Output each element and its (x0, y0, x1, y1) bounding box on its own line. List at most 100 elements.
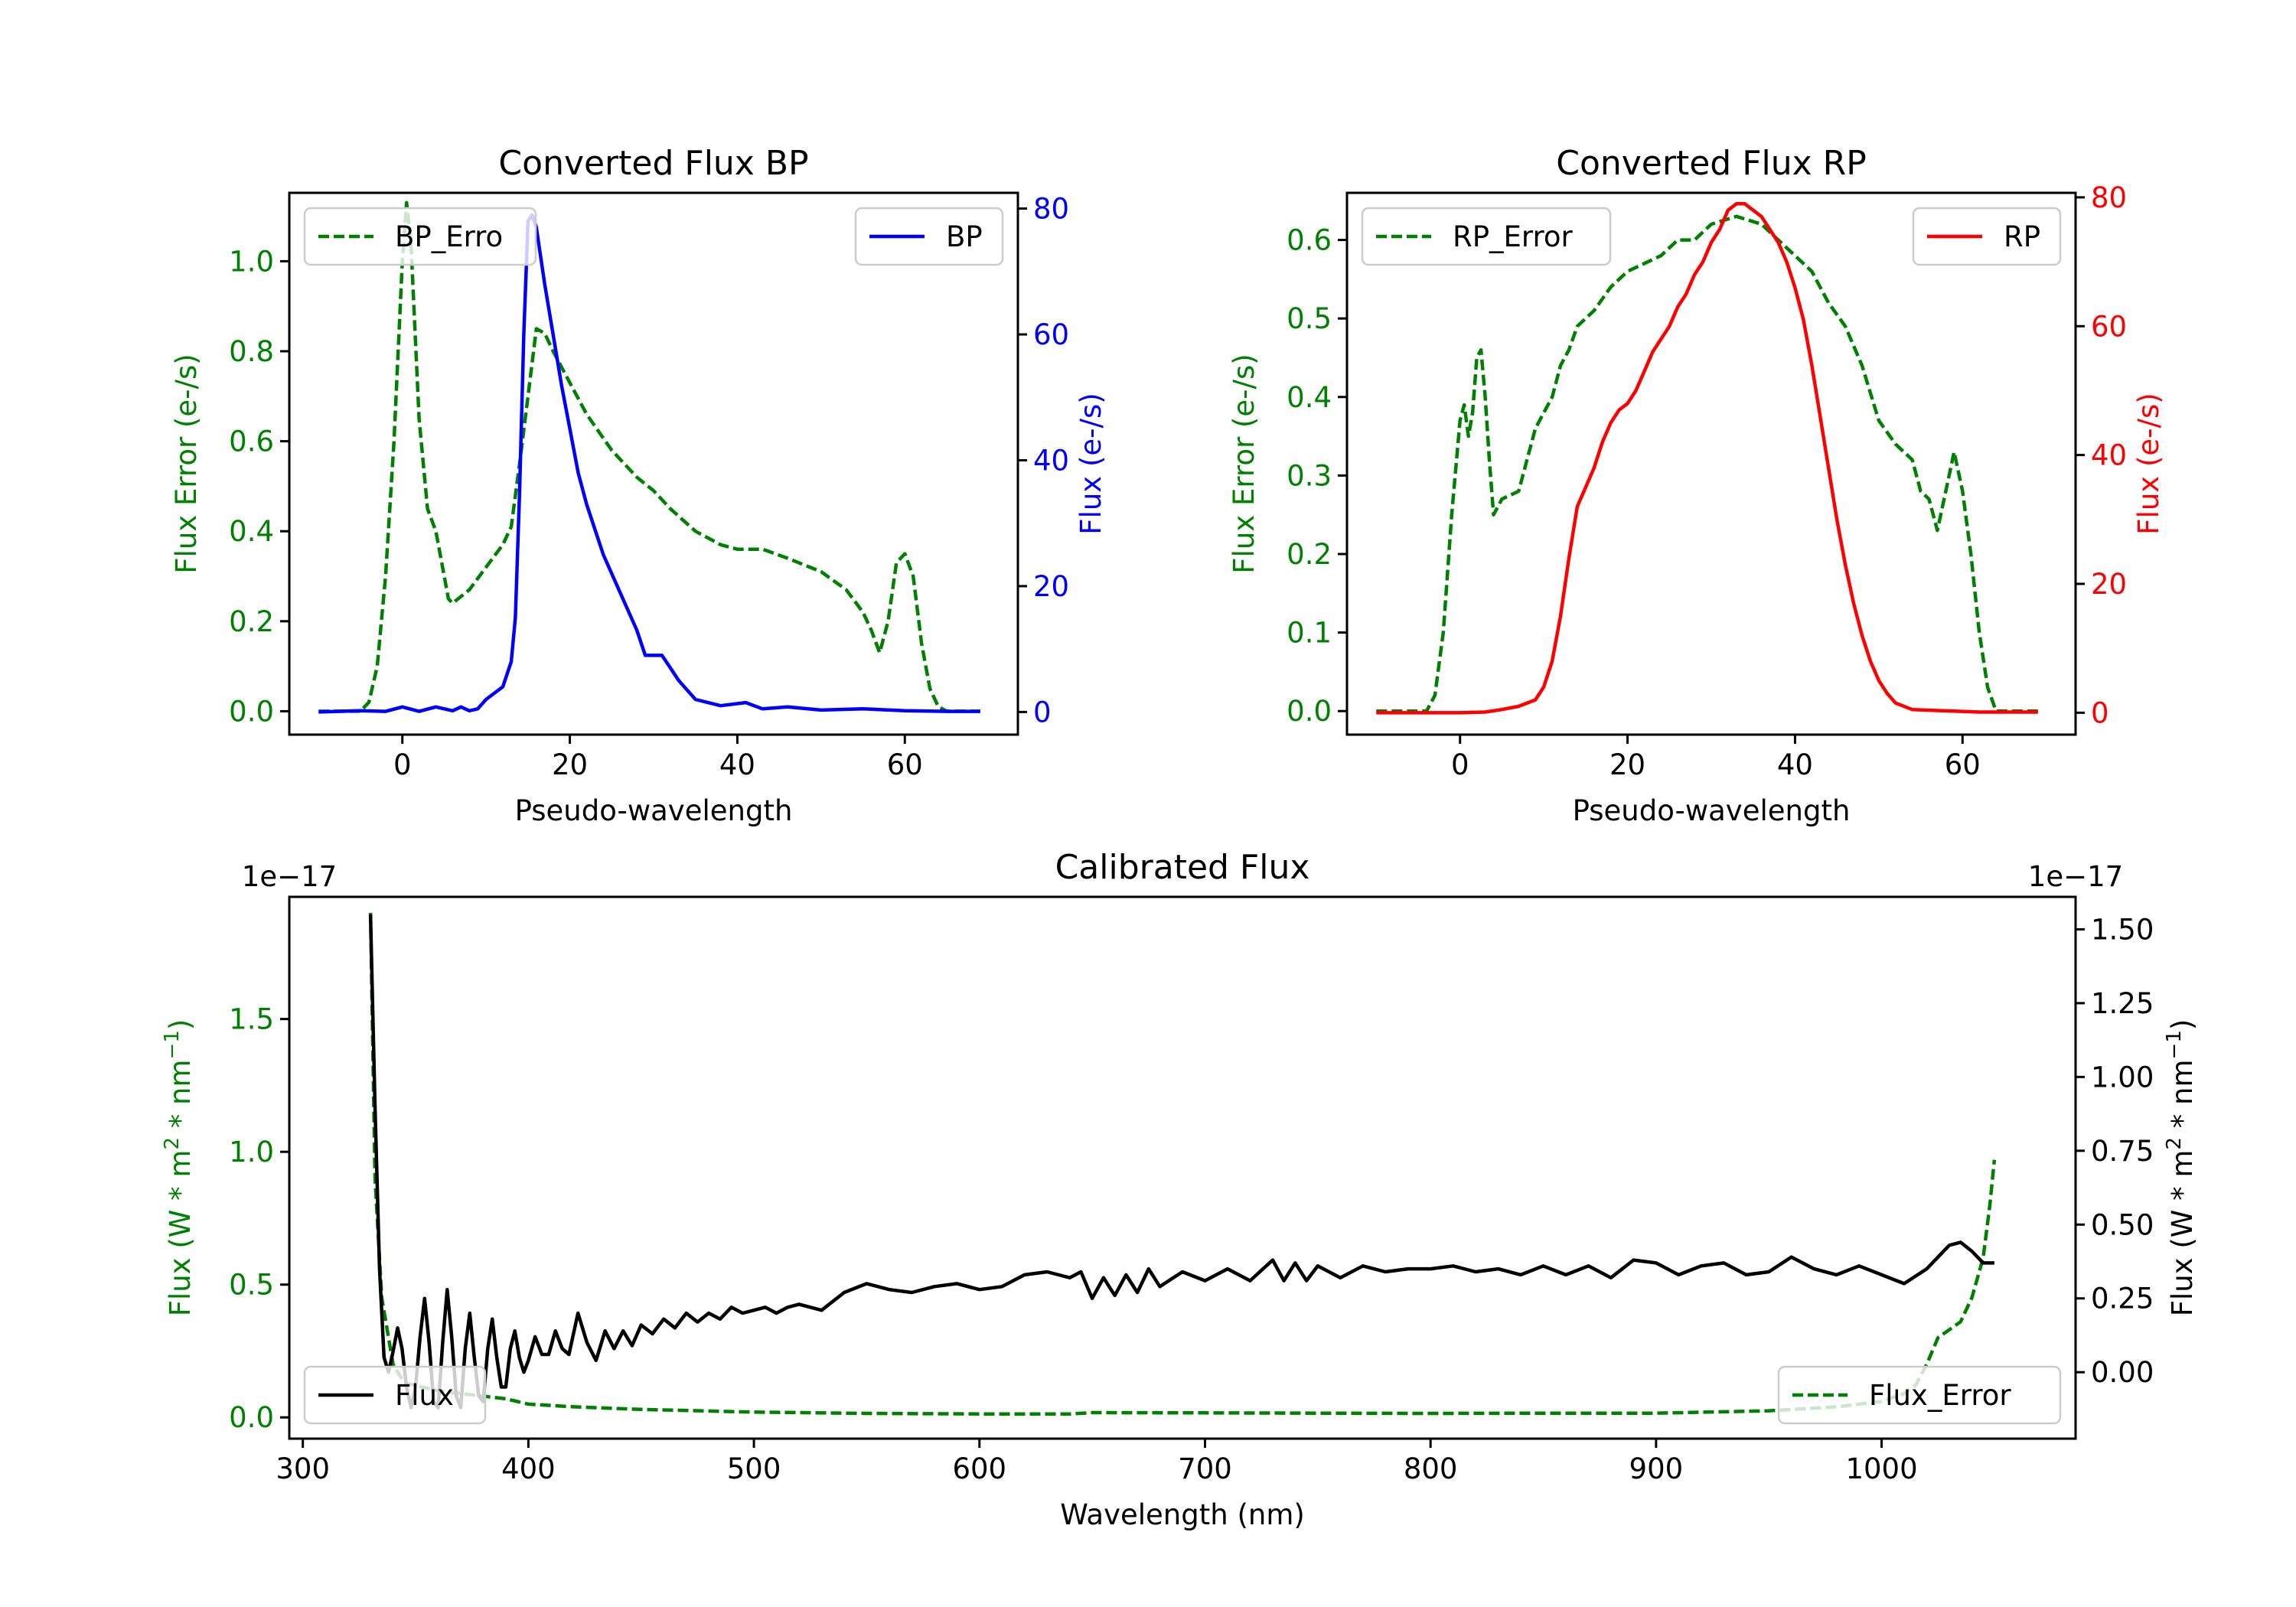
x-tick-label: 0 (1451, 748, 1469, 781)
y-right-tick-label: 0 (1033, 696, 1052, 729)
x-tick-label: 20 (552, 748, 588, 781)
x-tick-label: 60 (887, 748, 923, 781)
y-left-tick-label: 0.2 (1287, 538, 1332, 571)
x-tick-label: 1000 (1845, 1452, 1917, 1485)
x-tick-label: 40 (1777, 748, 1813, 781)
y-left-tick-label: 0.6 (1287, 224, 1332, 257)
y-right-axis-label: Flux (W * m2 * nm−1) (2163, 1019, 2199, 1317)
x-tick-label: 900 (1629, 1452, 1684, 1485)
legend-box (1361, 207, 1612, 266)
legend-label: Flux (395, 1379, 454, 1412)
y-right-axis-label: Flux (e-/s) (1075, 393, 1107, 534)
legend-label: RP (2004, 220, 2040, 253)
y-right-tick-label: 40 (2091, 439, 2127, 472)
unit-exponent: −1 (161, 1030, 184, 1059)
y-left-tick-label: 0.3 (1287, 459, 1332, 492)
x-tick-label: 600 (952, 1452, 1006, 1485)
y-right-tick-label: 60 (2091, 310, 2127, 343)
y-right-tick-label: 1.50 (2091, 913, 2154, 946)
unit-text: ) (2166, 1019, 2199, 1030)
axes-frame-cal (288, 895, 2077, 1440)
x-axis-label: Pseudo-wavelength (515, 794, 793, 827)
y-left-tick-label: 0.1 (1287, 617, 1332, 650)
legend-left: BP_Erro (303, 207, 537, 266)
legend-right: RP (1912, 207, 2062, 266)
y-right-tick-label: 60 (1033, 318, 1069, 351)
y-left-tick-label: 0.0 (229, 1401, 274, 1434)
legend-right: BP (854, 207, 1004, 266)
y-right-offset-text: 1e−17 (2028, 860, 2123, 893)
x-tick-label: 0 (393, 748, 412, 781)
unit-text: Flux (W * m (2166, 1150, 2199, 1317)
x-tick-label: 500 (727, 1452, 781, 1485)
x-axis-label: Pseudo-wavelength (1573, 794, 1851, 827)
y-left-tick-label: 0.5 (1287, 302, 1332, 335)
y-right-tick-label: 80 (2091, 181, 2127, 214)
unit-exponent: 2 (2163, 1137, 2186, 1150)
y-right-tick-label: 20 (1033, 570, 1069, 603)
y-left-tick-label: 1.0 (229, 1136, 274, 1169)
unit-exponent: −1 (2163, 1030, 2186, 1059)
series-line-rp-error (1376, 214, 2038, 713)
legend-box (1912, 207, 2062, 266)
y-left-tick-label: 1.5 (229, 1003, 274, 1036)
x-axis-label: Wavelength (nm) (1060, 1498, 1305, 1531)
y-left-tick-label: 0.2 (229, 605, 274, 638)
y-right-tick-label: 80 (1033, 193, 1069, 226)
unit-text: ) (164, 1019, 197, 1030)
y-right-tick-label: 1.00 (2091, 1061, 2154, 1094)
legend-box (303, 207, 537, 266)
x-tick-label: 40 (719, 748, 755, 781)
legend-left: RP_Error (1361, 207, 1612, 266)
legend-label: RP_Error (1453, 220, 1573, 253)
y-left-tick-label: 0.4 (229, 515, 274, 548)
y-right-tick-label: 0.25 (2091, 1283, 2154, 1315)
y-left-tick-label: 0.0 (229, 695, 274, 728)
y-left-axis-label: Flux Error (e-/s) (1228, 354, 1261, 573)
y-left-axis-label: Flux (W * m2 * nm−1) (161, 1019, 197, 1317)
y-right-tick-label: 20 (2091, 568, 2127, 601)
y-right-tick-label: 40 (1033, 444, 1069, 477)
legend-label: BP_Erro (395, 220, 503, 253)
y-right-tick-label: 0.00 (2091, 1356, 2154, 1389)
chart-title: Calibrated Flux (1055, 848, 1310, 887)
chart-bp: 0 20 40 60 0.0 0.2 0.4 0.6 0.8 1.0 0 20 40 60 80 Conver… (170, 144, 1107, 827)
y-left-tick-label: 1.0 (229, 245, 274, 278)
y-left-offset-text: 1e−17 (242, 860, 337, 893)
y-right-tick-label: 0.50 (2091, 1208, 2154, 1241)
legend-label: Flux_Error (1869, 1379, 2011, 1412)
legend-box (854, 207, 1004, 266)
y-left-tick-label: 0.5 (229, 1269, 274, 1302)
legend-label: BP (946, 220, 983, 253)
y-left-tick-label: 0.4 (1287, 381, 1332, 414)
y-right-tick-label: 1.25 (2091, 987, 2154, 1020)
axes-frame-rp (1345, 191, 2077, 736)
x-tick-label: 60 (1945, 748, 1981, 781)
series-line-bp (318, 213, 980, 714)
y-right-tick-label: 0.75 (2091, 1135, 2154, 1168)
y-right-axis-label: Flux (e-/s) (2132, 393, 2165, 534)
unit-text: Flux (W * m (164, 1150, 197, 1317)
x-tick-label: 300 (276, 1452, 330, 1485)
x-tick-label: 20 (1609, 748, 1645, 781)
y-left-tick-label: 0.0 (1287, 695, 1332, 728)
unit-exponent: 2 (161, 1137, 184, 1150)
legend-left: Flux (303, 1365, 487, 1425)
axes-frame-bp (288, 191, 1019, 736)
x-tick-label: 800 (1404, 1452, 1458, 1485)
y-left-tick-label: 0.6 (229, 425, 274, 458)
legend-box (303, 1365, 487, 1425)
panels: 0 20 40 600.00.20.40.60.81.0020406080Conver… (161, 144, 2199, 1531)
chart-title: Converted Flux RP (1556, 144, 1867, 183)
x-tick-label: 400 (501, 1452, 556, 1485)
series-line-flux (368, 914, 1994, 1410)
unit-text: * nm (164, 1059, 197, 1137)
legend-right: Flux_Error (1777, 1365, 2062, 1425)
chart-rp: 0 20 40 60 0.0 0.1 0.2 0.3 0.4 0.5 0.6 0 20 40 60 80 Con… (1228, 144, 2165, 827)
series-line-rp (1376, 202, 2038, 715)
y-right-tick-label: 0 (2091, 696, 2109, 729)
chart-cal: 300 400 500 600 700 800 900 1000 0.0 0.5 1.0 1.5 0.0… (161, 848, 2199, 1531)
unit-text: * nm (2166, 1059, 2199, 1137)
y-left-tick-label: 0.8 (229, 335, 274, 368)
